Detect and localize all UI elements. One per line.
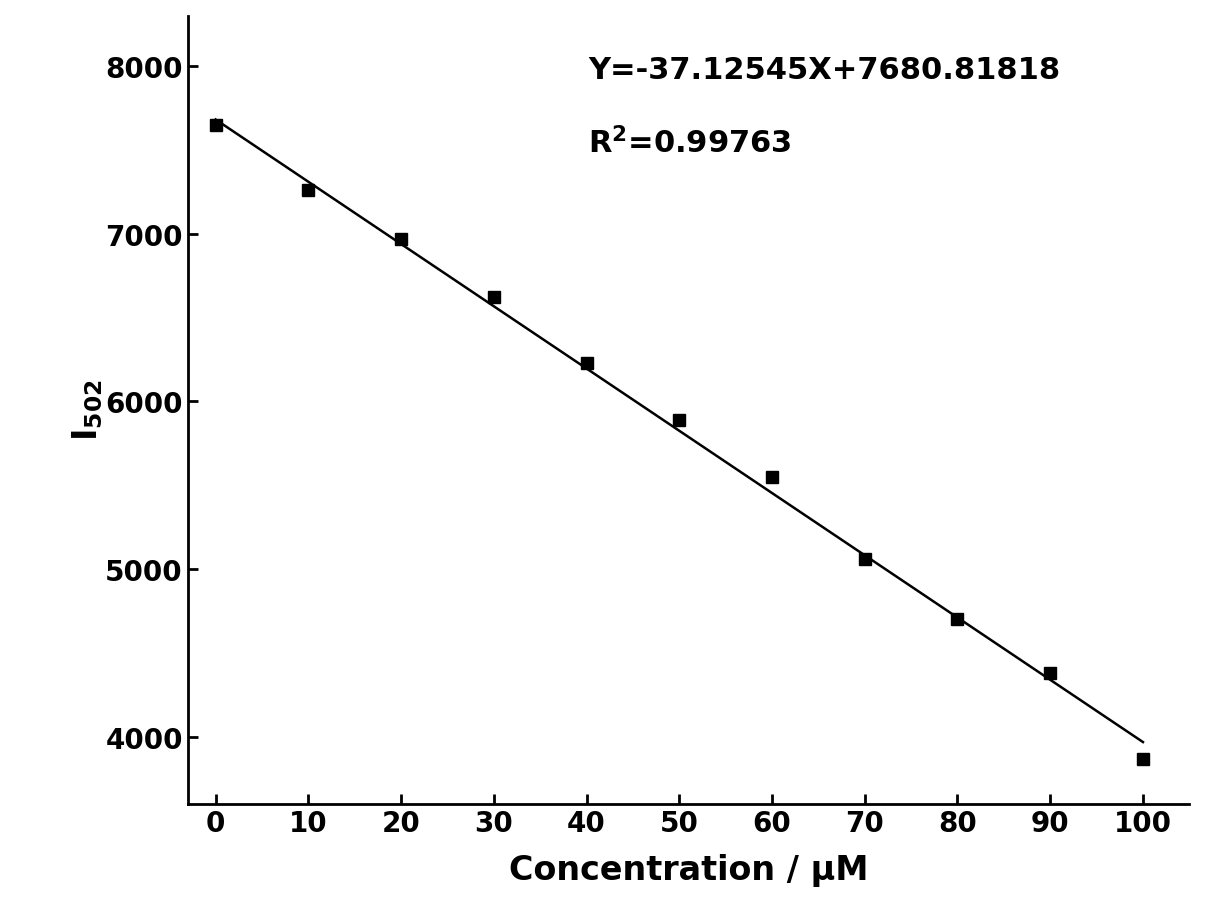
Text: Y=-37.12545X+7680.81818: Y=-37.12545X+7680.81818 [589, 56, 1060, 85]
Text: $\mathbf{R^2}$=0.99763: $\mathbf{R^2}$=0.99763 [589, 126, 792, 159]
X-axis label: Concentration / μM: Concentration / μM [509, 853, 868, 887]
Text: $\mathbf{I_{502}}$: $\mathbf{I_{502}}$ [70, 379, 105, 441]
